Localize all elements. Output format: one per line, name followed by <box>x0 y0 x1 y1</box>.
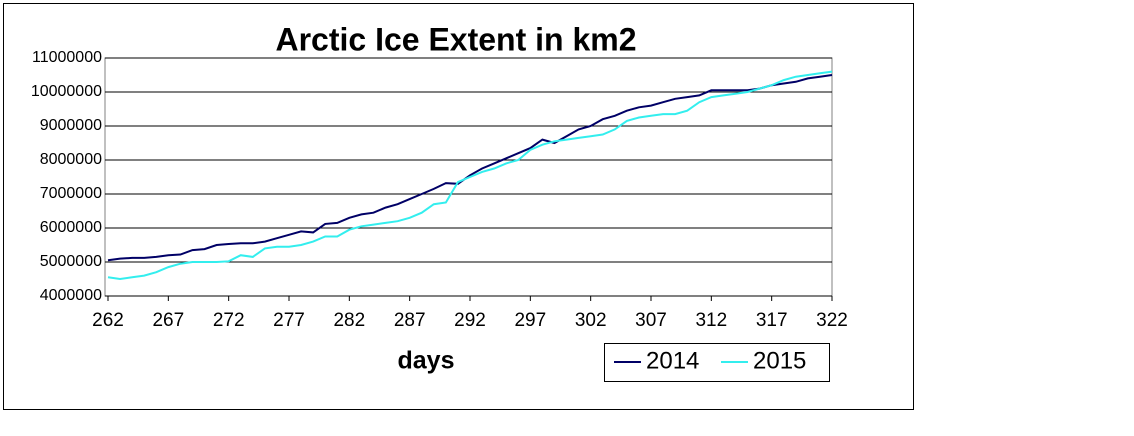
y-tick-label: 10000000 <box>31 83 102 100</box>
y-tick-label: 7000000 <box>40 185 102 202</box>
line-series <box>107 74 833 262</box>
y-tick-label: 5000000 <box>40 253 102 270</box>
x-tick-label: 312 <box>695 310 727 331</box>
x-tick-label: 287 <box>394 310 426 331</box>
y-tick-label: 11000000 <box>32 49 102 66</box>
chart-title: Arctic Ice Extent in km2 <box>275 21 636 57</box>
x-tick-label: 297 <box>514 310 546 331</box>
x-tick-label: 307 <box>635 310 667 331</box>
y-tick-label: 9000000 <box>40 117 102 134</box>
x-tick-label: 282 <box>333 310 365 331</box>
x-tick-label: 272 <box>213 310 245 331</box>
line-series <box>107 70 833 281</box>
x-tick-label: 267 <box>152 310 184 331</box>
x-tick-label: 322 <box>816 310 848 331</box>
y-tick-label: 8000000 <box>40 151 102 168</box>
x-tick-label: 302 <box>575 310 607 331</box>
x-tick-label: 317 <box>756 310 788 331</box>
legend <box>604 343 830 382</box>
legend-label: 2014 <box>646 347 699 374</box>
x-tick-label: 277 <box>273 310 305 331</box>
y-tick-label: 6000000 <box>40 219 102 236</box>
x-tick-label: 262 <box>92 310 124 331</box>
legend-label: 2015 <box>753 347 806 374</box>
y-tick-label: 4000000 <box>40 287 102 304</box>
x-tick-label: 292 <box>454 310 486 331</box>
x-axis-label: days <box>398 347 455 375</box>
